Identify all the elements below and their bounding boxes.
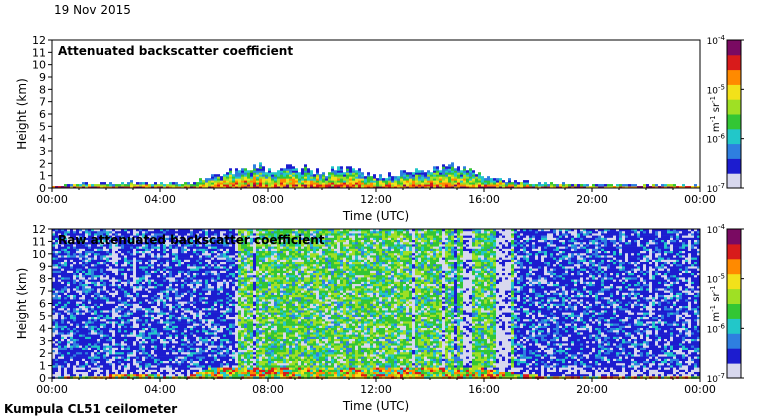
- y-tick-label: 11: [32, 46, 46, 59]
- colorbar-swatch: [727, 333, 741, 349]
- colorbar-tick-label: 10-7: [707, 372, 725, 385]
- y-tick-label: 9: [39, 260, 46, 273]
- colorbar-swatch: [727, 84, 741, 100]
- y-tick-label: 12: [32, 223, 46, 236]
- colorbar-unit: m-1 sr-1: [709, 285, 722, 321]
- y-tick-label: 7: [39, 96, 46, 109]
- y-tick-label: 12: [32, 34, 46, 47]
- y-tick-label: 5: [39, 310, 46, 323]
- y-tick-label: 3: [39, 335, 46, 348]
- colorbar-tick-label: 10-5: [707, 83, 725, 96]
- y-tick-label: 7: [39, 285, 46, 298]
- x-tick-label: 12:00: [360, 193, 392, 206]
- colorbar-swatch: [727, 243, 741, 260]
- colorbar-tick-label: 10-6: [707, 133, 726, 146]
- colorbar-swatch: [727, 273, 741, 290]
- colorbar-swatch: [727, 143, 741, 159]
- y-tick-label: 10: [32, 248, 46, 261]
- x-tick-label: 08:00: [252, 383, 284, 396]
- y-tick-label: 3: [39, 145, 46, 158]
- x-tick-label: 16:00: [468, 193, 500, 206]
- x-tick-label: 16:00: [468, 383, 500, 396]
- y-tick-label: 1: [39, 360, 46, 373]
- colorbar-swatch: [727, 40, 741, 56]
- colorbar-swatch: [727, 303, 741, 319]
- chart-title: Raw attenuated backscatter coefficient: [58, 233, 325, 247]
- colorbar-swatch: [727, 69, 741, 85]
- y-tick-label: 4: [39, 322, 46, 335]
- colorbar-swatch: [727, 229, 741, 245]
- x-tick-label: 04:00: [144, 383, 176, 396]
- colorbar-frame: [726, 39, 742, 189]
- x-tick-label: 12:00: [360, 383, 392, 396]
- colorbar-swatch: [727, 173, 741, 189]
- y-tick-label: 10: [32, 59, 46, 72]
- y-tick-label: 0: [39, 372, 46, 385]
- x-tick-label: 00:00: [36, 193, 68, 206]
- colorbar-swatch: [727, 258, 741, 275]
- x-tick-label: 08:00: [252, 193, 284, 206]
- y-tick-label: 2: [39, 347, 46, 360]
- y-tick-label: 0: [39, 182, 46, 195]
- x-tick-label: 20:00: [576, 383, 608, 396]
- date-label: 19 Nov 2015: [54, 3, 131, 17]
- colorbar-tick-label: 10-6: [707, 322, 726, 335]
- x-tick-label: 00:00: [36, 383, 68, 396]
- x-tick-label: 00:00: [684, 383, 716, 396]
- colorbar-swatch: [727, 288, 741, 304]
- y-tick-label: 6: [39, 108, 46, 121]
- colorbar-swatch: [727, 348, 741, 364]
- heatmap-cells: [52, 162, 700, 189]
- chart-title: Attenuated backscatter coefficient: [58, 44, 293, 58]
- heatmap-cells: [52, 229, 700, 379]
- panel-2: Raw attenuated backscatter coefficient01…: [15, 223, 744, 413]
- y-axis-title: Height (km): [15, 78, 29, 149]
- colorbar-swatch: [727, 114, 741, 130]
- colorbar: 10-7 10-6 10-5 10-4 m-1 sr-1: [707, 34, 744, 195]
- y-tick-label: 9: [39, 71, 46, 84]
- instrument-label: Kumpula CL51 ceilometer: [4, 402, 178, 416]
- y-tick-label: 1: [39, 170, 46, 183]
- colorbar-swatch: [727, 158, 741, 174]
- y-tick-label: 4: [39, 133, 46, 146]
- colorbar-tick-label: 10-5: [707, 273, 725, 286]
- colorbar-swatch: [727, 99, 741, 115]
- colorbar-frame: [726, 228, 742, 379]
- panel-1: Attenuated backscatter coefficient012345…: [15, 34, 744, 223]
- x-tick-label: 20:00: [576, 193, 608, 206]
- y-tick-label: 11: [32, 235, 46, 248]
- x-axis-title: Time (UTC): [342, 209, 409, 223]
- colorbar-swatch: [727, 54, 741, 71]
- colorbar-tick-label: 10-4: [707, 223, 726, 236]
- y-tick-label: 8: [39, 273, 46, 286]
- x-tick-label: 00:00: [684, 193, 716, 206]
- plot-area: [52, 40, 700, 188]
- colorbar-unit: m-1 sr-1: [709, 96, 722, 132]
- x-axis-title: Time (UTC): [342, 399, 409, 413]
- colorbar-swatch: [727, 318, 741, 334]
- colorbar-tick-label: 10-4: [707, 34, 726, 47]
- y-tick-label: 5: [39, 120, 46, 133]
- x-tick-label: 04:00: [144, 193, 176, 206]
- colorbar-swatch: [727, 363, 741, 379]
- y-tick-label: 2: [39, 157, 46, 170]
- colorbar: 10-7 10-6 10-5 10-4 m-1 sr-1: [707, 223, 744, 385]
- colorbar-swatch: [727, 128, 741, 145]
- colorbar-tick-label: 10-7: [707, 182, 725, 195]
- y-tick-label: 6: [39, 298, 46, 311]
- y-tick-label: 8: [39, 83, 46, 96]
- y-axis-title: Height (km): [15, 268, 29, 339]
